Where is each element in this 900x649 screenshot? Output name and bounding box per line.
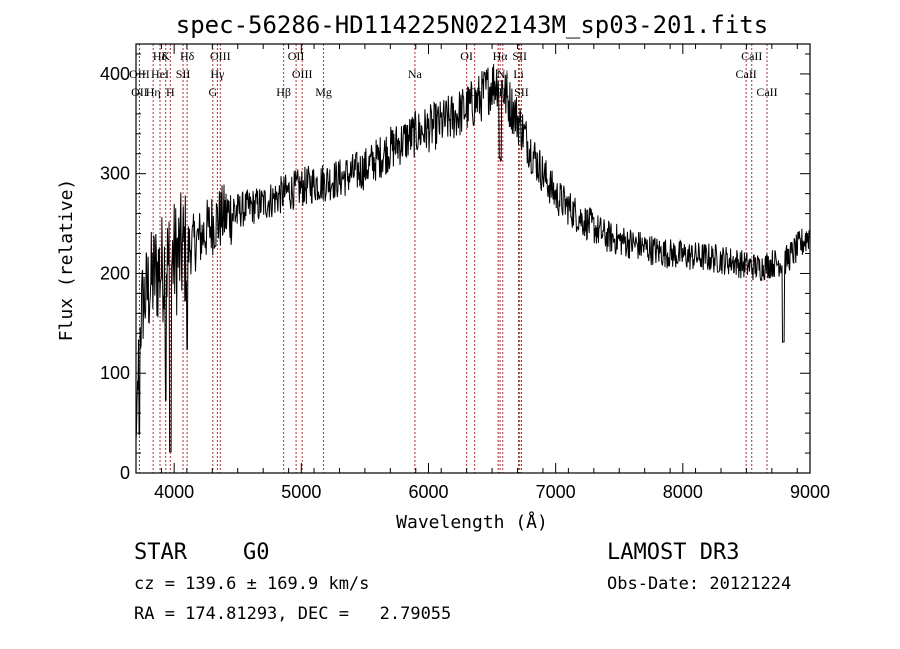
line-label: K xyxy=(161,49,170,63)
x-tick-label: 8000 xyxy=(663,482,703,502)
line-label: SII xyxy=(514,85,529,99)
line-label: Na xyxy=(408,67,423,81)
coordinates: RA = 174.81293, DEC = 2.79055 xyxy=(134,604,452,624)
survey-name: LAMOST DR3 xyxy=(607,540,740,565)
y-tick-label: 400 xyxy=(100,64,130,84)
line-label: Mg xyxy=(315,85,332,99)
line-label: NII xyxy=(490,85,507,99)
line-label: Hη xyxy=(146,85,161,99)
line-label: Hβ xyxy=(276,85,291,99)
line-label: Ni xyxy=(497,67,510,81)
redshift-text: cz = 139.6 ± 169.9 km/s xyxy=(134,574,370,594)
y-axis-label: Flux (relative) xyxy=(56,179,77,342)
line-label: OII xyxy=(131,85,148,99)
line-label: Hδ xyxy=(153,49,168,63)
y-tick-label: 100 xyxy=(100,363,130,383)
line-label: OII xyxy=(288,49,305,63)
chart-title: spec-56286-HD114225N022143M_sp03-201.fit… xyxy=(176,11,768,39)
line-label: OIII xyxy=(292,67,313,81)
object-class: STAR xyxy=(134,540,187,565)
line-label: SII xyxy=(512,49,527,63)
flux-series-line xyxy=(135,64,811,453)
line-label: Hδ xyxy=(180,49,195,63)
y-tick-label: 0 xyxy=(120,463,130,483)
x-tick-label: 9000 xyxy=(790,482,830,502)
line-label: OI xyxy=(460,49,473,63)
x-tick-label: 4000 xyxy=(154,482,194,502)
x-tick-label: 6000 xyxy=(408,482,448,502)
line-label: Li xyxy=(513,67,524,81)
line-label: Hγ xyxy=(210,67,225,81)
line-label: HeI xyxy=(151,67,169,81)
line-label: CaII xyxy=(756,85,777,99)
line-label: H xyxy=(166,85,175,99)
plot-frame xyxy=(135,43,811,474)
x-tick-label: 7000 xyxy=(536,482,576,502)
line-label: OI xyxy=(468,85,481,99)
x-axis-label: Wavelength (Å) xyxy=(396,511,548,533)
line-label: Hα xyxy=(493,49,509,63)
object-subclass: G0 xyxy=(243,540,270,565)
line-label: CaII xyxy=(735,67,756,81)
line-label: OIII xyxy=(210,49,231,63)
obs-date: Obs-Date: 20121224 xyxy=(607,574,792,594)
x-tick-label: 5000 xyxy=(281,482,321,502)
line-label: SII xyxy=(176,67,191,81)
line-label: OIII xyxy=(129,67,150,81)
y-tick-label: 200 xyxy=(100,263,130,283)
line-label: G xyxy=(208,85,217,99)
y-tick-label: 300 xyxy=(100,164,130,184)
line-label: CaII xyxy=(741,49,762,63)
